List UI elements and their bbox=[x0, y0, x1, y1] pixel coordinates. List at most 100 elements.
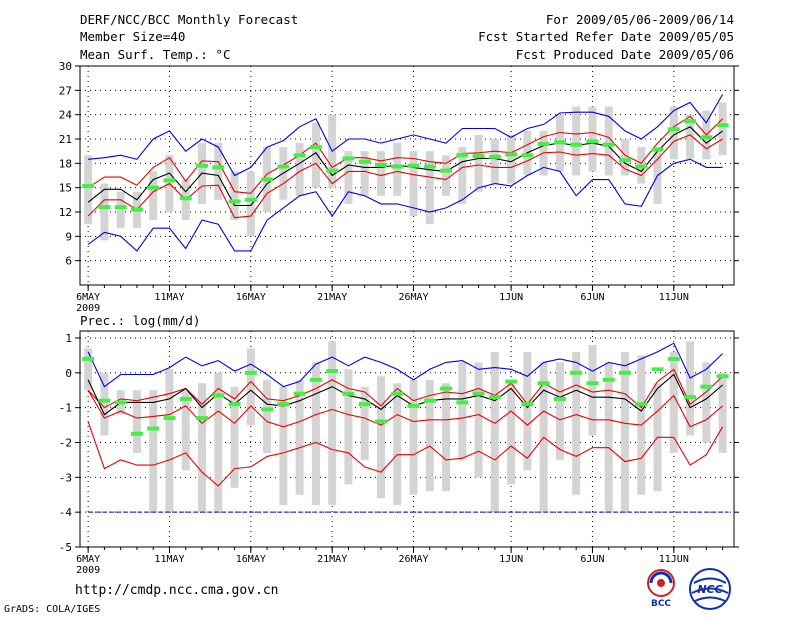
observed-marker bbox=[537, 381, 550, 386]
x-tick-label: 6MAY bbox=[76, 554, 100, 565]
observed-marker bbox=[619, 158, 631, 163]
range-box bbox=[702, 362, 711, 443]
observed-marker bbox=[456, 153, 469, 158]
observed-marker bbox=[228, 199, 241, 204]
series-ensemble-min bbox=[87, 421, 724, 487]
observed-marker bbox=[619, 370, 631, 375]
observed-marker bbox=[391, 164, 404, 169]
range-box bbox=[344, 151, 353, 204]
range-box bbox=[100, 183, 109, 241]
range-box bbox=[165, 369, 174, 513]
observed-marker bbox=[98, 398, 111, 403]
range-box bbox=[360, 151, 369, 196]
observed-marker bbox=[342, 391, 355, 396]
range-box bbox=[425, 151, 434, 225]
range-box bbox=[393, 383, 402, 506]
x-tick-label: 11JUN bbox=[659, 292, 689, 303]
observed-marker bbox=[521, 402, 534, 407]
range-box bbox=[474, 134, 483, 192]
plot-frame bbox=[79, 65, 735, 286]
observed-marker bbox=[684, 119, 697, 124]
observed-marker bbox=[326, 369, 339, 374]
range-box bbox=[458, 362, 467, 460]
series-ensemble-max bbox=[87, 342, 723, 388]
observed-marker bbox=[472, 391, 485, 396]
chart-title: DERF/NCC/BCC Monthly Forecast bbox=[80, 12, 299, 27]
range-box bbox=[214, 143, 223, 200]
range-box bbox=[181, 390, 190, 471]
observed-marker bbox=[521, 153, 534, 158]
range-box bbox=[393, 143, 402, 196]
source-url[interactable]: http://cmdp.ncc.cma.gov.cn bbox=[75, 583, 279, 598]
series-ensemble-mean bbox=[87, 126, 723, 207]
range-box bbox=[572, 106, 581, 176]
observed-marker bbox=[261, 407, 274, 412]
x-year-label: 2009 bbox=[76, 565, 100, 576]
observed-marker bbox=[309, 377, 322, 382]
observed-marker bbox=[716, 123, 729, 128]
range-box bbox=[376, 376, 385, 499]
observed-marker bbox=[130, 431, 143, 436]
fcst-started-date: Fcst Started Refer Date 2009/05/05 bbox=[478, 29, 734, 44]
range-box bbox=[230, 386, 239, 488]
observed-marker bbox=[196, 416, 209, 421]
y-tick-label: -3 bbox=[59, 471, 72, 484]
range-box bbox=[490, 351, 499, 513]
range-box bbox=[360, 386, 369, 460]
range-box bbox=[376, 151, 385, 196]
bcc-logo: BCC bbox=[647, 569, 675, 608]
x-tick-label: 11MAY bbox=[154, 292, 184, 303]
observed-marker bbox=[667, 356, 680, 361]
x-tick-label: 6MAY bbox=[76, 292, 100, 303]
range-box bbox=[132, 390, 141, 453]
svg-text:BCC: BCC bbox=[651, 599, 671, 608]
range-box bbox=[246, 171, 255, 237]
y-tick-label: -2 bbox=[59, 436, 72, 449]
range-box bbox=[588, 344, 597, 436]
y-tick-label: 18 bbox=[59, 157, 72, 170]
member-size: Member Size=40 bbox=[80, 29, 186, 44]
range-box bbox=[246, 348, 255, 426]
y-tick-label: 30 bbox=[59, 60, 72, 73]
observed-marker bbox=[716, 374, 729, 379]
observed-marker bbox=[309, 145, 322, 150]
range-box bbox=[425, 379, 434, 492]
observed-marker bbox=[147, 426, 160, 431]
grads-credit: GrADS: COLA/IGES bbox=[4, 604, 101, 615]
observed-marker bbox=[212, 165, 225, 170]
x-tick-label: 11JUN bbox=[659, 554, 689, 565]
y-tick-label: 21 bbox=[59, 133, 72, 146]
range-box bbox=[572, 351, 581, 495]
observed-marker bbox=[488, 395, 501, 400]
observed-marker bbox=[700, 384, 713, 389]
y-tick-label: 12 bbox=[59, 206, 72, 219]
fcst-produced-date: Fcst Produced Date 2009/05/06 bbox=[515, 47, 734, 62]
observed-marker bbox=[293, 153, 306, 158]
range-box bbox=[311, 362, 320, 506]
observed-marker bbox=[196, 163, 209, 168]
x-tick-label: 16MAY bbox=[236, 292, 266, 303]
range-box bbox=[442, 155, 451, 196]
range-box bbox=[604, 362, 613, 513]
observed-marker bbox=[374, 419, 387, 424]
observed-marker bbox=[374, 162, 387, 167]
observed-marker bbox=[244, 370, 257, 375]
range-box bbox=[295, 143, 304, 196]
range-box bbox=[230, 171, 239, 221]
observed-marker bbox=[700, 135, 713, 140]
observed-marker bbox=[82, 356, 95, 361]
observed-marker bbox=[391, 391, 404, 396]
x-tick-label: 1JUN bbox=[499, 554, 523, 565]
series-upper bbox=[87, 115, 723, 194]
forecast-period: For 2009/05/06-2009/06/14 bbox=[545, 12, 734, 27]
series-ensemble-min bbox=[87, 158, 723, 252]
plot-frame bbox=[79, 330, 735, 548]
observed-marker bbox=[147, 185, 160, 190]
observed-marker bbox=[488, 154, 501, 159]
observed-marker bbox=[635, 402, 648, 407]
observed-marker bbox=[98, 205, 111, 210]
range-box bbox=[116, 191, 125, 229]
range-box bbox=[669, 106, 678, 160]
observed-marker bbox=[537, 141, 550, 146]
